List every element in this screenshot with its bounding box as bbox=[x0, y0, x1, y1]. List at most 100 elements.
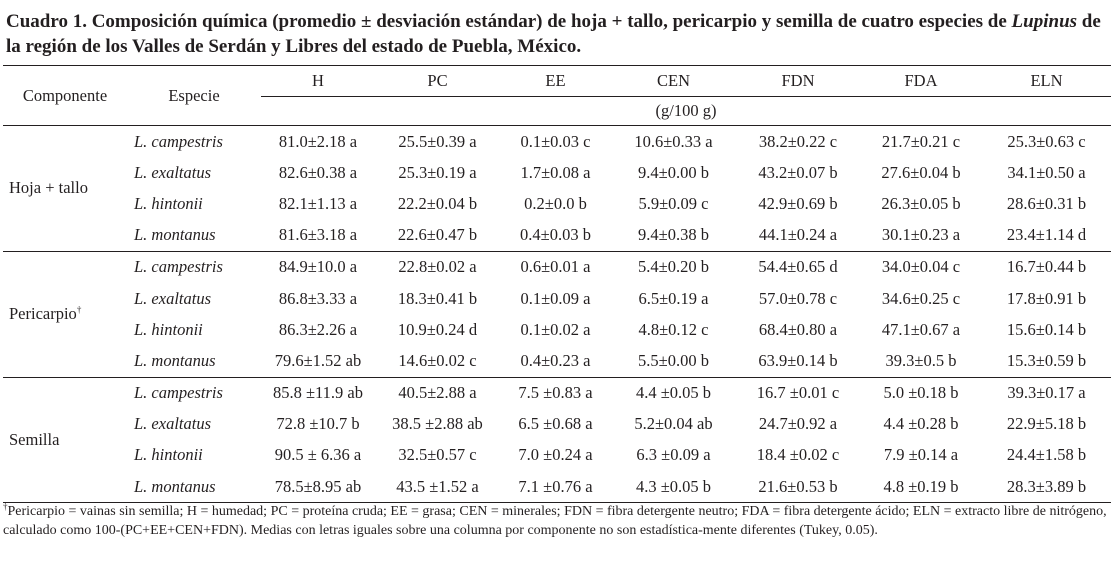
value-cell: 5.9±0.09 c bbox=[638, 193, 709, 213]
value-cell: 7.0 ±0.24 a bbox=[518, 445, 593, 465]
value-cell: 10.6±0.33 a bbox=[634, 131, 713, 151]
value-cell: 0.1±0.09 a bbox=[520, 288, 591, 308]
value-cell: 22.9±5.18 b bbox=[1006, 414, 1087, 434]
value-cell: 22.6±0.47 b bbox=[397, 225, 478, 245]
value-cell: 6.5±0.19 a bbox=[638, 288, 709, 308]
component-label: Semilla bbox=[3, 376, 127, 504]
value-cell: 0.4±0.03 b bbox=[520, 225, 591, 245]
component-label: Pericarpio† bbox=[3, 250, 127, 377]
table-row: L. hintonii 82.1±1.13 a 22.2±0.04 b 0.2±0.0… bbox=[3, 188, 1111, 219]
value-cell: 4.8±0.12 c bbox=[638, 319, 709, 339]
value-cell: 90.5 ± 6.36 a bbox=[274, 445, 362, 465]
value-cell: 42.9±0.69 b bbox=[758, 193, 838, 213]
value-cell: 9.4±0.38 b bbox=[638, 225, 709, 245]
value-cell: 0.1±0.02 a bbox=[520, 319, 591, 339]
table-caption: Cuadro 1. Composición química (promedio … bbox=[6, 9, 1110, 59]
species-cell: L. hintonii bbox=[134, 193, 203, 213]
species-cell: L. montanus bbox=[134, 350, 216, 370]
table-row: L. exaltatus 72.8 ±10.7 b 38.5 ±2.88 ab 6.5… bbox=[3, 409, 1111, 440]
table-row: L. hintonii 90.5 ± 6.36 a 32.5±0.57 c 7.0 ±… bbox=[3, 440, 1111, 471]
value-cell: 57.0±0.78 c bbox=[758, 288, 838, 308]
value-cell: 6.3 ±0.09 a bbox=[636, 445, 711, 465]
component-name: Pericarpio bbox=[9, 304, 77, 324]
value-cell: 28.6±0.31 b bbox=[1006, 193, 1087, 213]
footnote: †Pericarpio = vainas sin semilla; H = hu… bbox=[3, 502, 1111, 540]
header-col: EE bbox=[500, 65, 611, 97]
composition-table: Componente Especie H PC EE CEN FDN FDA E… bbox=[3, 65, 1111, 504]
value-cell: 32.5±0.57 c bbox=[398, 445, 477, 465]
value-cell: 54.4±0.65 d bbox=[736, 250, 860, 283]
value-cell: 25.3±0.19 a bbox=[398, 162, 477, 182]
value-cell: 0.4±0.23 a bbox=[520, 350, 591, 370]
table-row: L. exaltatus 86.8±3.33 a 18.3±0.41 b 0.1±0.… bbox=[3, 283, 1111, 314]
value-cell: 28.3±3.89 b bbox=[982, 471, 1111, 504]
value-cell: 63.9±0.14 b bbox=[758, 350, 838, 370]
value-cell: 43.5 ±1.52 a bbox=[375, 471, 500, 504]
value-cell: 24.4±1.58 b bbox=[1006, 445, 1087, 465]
species-cell: L. montanus bbox=[134, 225, 216, 245]
value-cell: 15.3±0.59 b bbox=[1006, 350, 1087, 370]
value-cell: 7.5 ±0.83 a bbox=[500, 376, 611, 409]
component-name: Semilla bbox=[9, 429, 60, 449]
header-row: Componente Especie H PC EE CEN FDN FDA E… bbox=[3, 65, 1111, 126]
header-especie: Especie bbox=[127, 65, 261, 126]
value-cell: 30.1±0.23 a bbox=[881, 225, 961, 245]
value-cell: 5.2±0.04 ab bbox=[634, 414, 713, 434]
species-cell: L. exaltatus bbox=[134, 414, 211, 434]
component-footnote-mark: † bbox=[76, 304, 82, 315]
value-cell: 24.7±0.92 a bbox=[758, 414, 838, 434]
value-cell: 78.5±8.95 ab bbox=[261, 471, 375, 504]
value-cell: 85.8 ±11.9 ab bbox=[261, 376, 375, 409]
value-cell: 0.1±0.03 c bbox=[520, 131, 591, 151]
value-cell: 81.6±3.18 a bbox=[278, 225, 358, 245]
value-cell: 7.9 ±0.14 a bbox=[883, 445, 959, 465]
value-cell: 82.1±1.13 a bbox=[278, 193, 358, 213]
table-row: Semilla L. campestris 85.8 ±11.9 ab 40.5±2.… bbox=[3, 376, 1111, 504]
value-cell: 38.2±0.22 c bbox=[758, 131, 838, 151]
value-cell: 81.0±2.18 a bbox=[278, 131, 358, 151]
header-col: PC bbox=[375, 65, 500, 97]
value-cell: 34.1±0.50 a bbox=[1007, 162, 1086, 182]
caption-text-end: de la región de los Valles de Serdán y L… bbox=[6, 11, 1101, 57]
component-label: Hoja + tallo bbox=[3, 126, 127, 252]
table-body: Hoja + tallo L. campestris 81.0±2.18 a 25.5… bbox=[3, 126, 1111, 504]
species-cell: L. montanus bbox=[127, 471, 261, 504]
value-cell: 22.8±0.02 a bbox=[375, 250, 500, 283]
value-cell: 4.4 ±0.28 b bbox=[883, 414, 959, 434]
value-cell: 5.0 ±0.18 b bbox=[860, 376, 982, 409]
species-cell: L. exaltatus bbox=[134, 162, 211, 182]
value-cell: 26.3±0.05 b bbox=[881, 193, 961, 213]
table-row: Pericarpio† L. campestris 84.9±10.0 a 22.8±… bbox=[3, 250, 1111, 377]
table-row: L. hintonii 86.3±2.26 a 10.9±0.24 d 0.1±0.0… bbox=[3, 314, 1111, 345]
value-cell: 34.6±0.25 c bbox=[881, 288, 961, 308]
caption-genus: Lupinus bbox=[1011, 11, 1078, 32]
header-col: FDN bbox=[736, 65, 860, 97]
value-cell: 6.5 ±0.68 a bbox=[518, 414, 593, 434]
value-cell: 44.1±0.24 a bbox=[758, 225, 838, 245]
component-name: Hoja + tallo bbox=[9, 178, 88, 198]
value-cell: 25.5±0.39 a bbox=[398, 131, 477, 151]
value-cell: 10.9±0.24 d bbox=[397, 319, 478, 339]
value-cell: 4.8 ±0.19 b bbox=[860, 471, 982, 504]
value-cell: 39.3±0.17 a bbox=[982, 376, 1111, 409]
value-cell: 79.6±1.52 ab bbox=[274, 350, 362, 370]
header-componente: Componente bbox=[3, 65, 127, 126]
value-cell: 72.8 ±10.7 b bbox=[276, 414, 360, 434]
species-cell: L. hintonii bbox=[134, 445, 203, 465]
table-row: L. montanus 79.6±1.52 ab 14.6±0.02 c 0.4±0.… bbox=[3, 345, 1111, 377]
value-cell: 86.3±2.26 a bbox=[278, 319, 358, 339]
value-cell: 18.4 ±0.02 c bbox=[756, 445, 840, 465]
value-cell: 86.8±3.33 a bbox=[278, 288, 358, 308]
value-cell: 84.9±10.0 a bbox=[261, 250, 375, 283]
table-row: Hoja + tallo L. campestris 81.0±2.18 a 25.5… bbox=[3, 126, 1111, 198]
value-cell: 21.7±0.21 c bbox=[881, 131, 961, 151]
table-row: L. montanus 78.5±8.95 ab 43.5 ±1.52 a 7.1 ±… bbox=[3, 471, 1111, 504]
value-cell: 38.5 ±2.88 ab bbox=[392, 414, 483, 434]
species-cell: L. campestris bbox=[127, 250, 261, 283]
table-row: L. montanus 81.6±3.18 a 22.6±0.47 b 0.4±0.0… bbox=[3, 220, 1111, 252]
value-cell: 40.5±2.88 a bbox=[375, 376, 500, 409]
value-cell: 7.1 ±0.76 a bbox=[500, 471, 611, 504]
value-cell: 47.1±0.67 a bbox=[881, 319, 961, 339]
value-cell: 39.3±0.5 b bbox=[885, 350, 957, 370]
